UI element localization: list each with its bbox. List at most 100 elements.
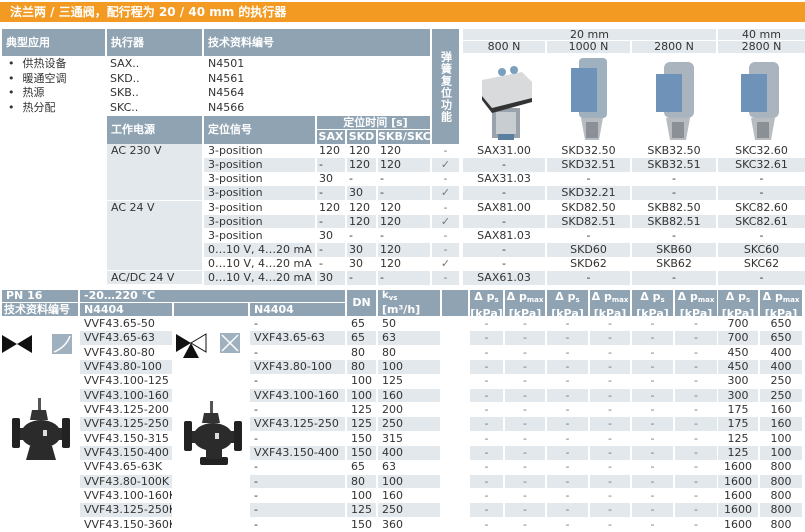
dp-unit: [kPa] bbox=[593, 307, 627, 316]
dp-cell: - bbox=[484, 431, 489, 445]
dn-cell: 100 bbox=[347, 388, 376, 403]
dp-cell: - bbox=[694, 488, 698, 502]
dp-cell: 1600 bbox=[724, 460, 752, 474]
model-skd-cell: - bbox=[547, 271, 630, 285]
time-sax-cell: 120 bbox=[319, 200, 340, 214]
model-skc-cell: SKC32.60 bbox=[735, 144, 788, 157]
dp-cell: - bbox=[650, 317, 655, 330]
dp-cell: - bbox=[565, 317, 570, 330]
dp-cell: - bbox=[650, 517, 655, 531]
dp-cell: - bbox=[650, 345, 655, 359]
dp-cell: - bbox=[590, 445, 630, 460]
dp-cell: - bbox=[675, 388, 717, 403]
time-sax-cell: - bbox=[319, 257, 323, 271]
header-dn: DN bbox=[347, 290, 376, 316]
vxf-model: - bbox=[254, 374, 258, 388]
application-item: 供热设备 bbox=[8, 57, 67, 72]
dp-cell: - bbox=[694, 517, 698, 531]
dp-unit: [kPa] bbox=[764, 307, 798, 316]
dp-cell: - bbox=[650, 488, 655, 502]
model-sax-cell: - bbox=[502, 257, 506, 271]
model-skb-cell: SKB32.51 bbox=[632, 158, 716, 172]
model-skb-cell: - bbox=[672, 228, 676, 242]
dp-cell: - bbox=[484, 374, 489, 388]
model-skd-cell: SKD62 bbox=[570, 257, 607, 271]
header-bottom-datasheet: 技术资料编号 bbox=[2, 303, 78, 316]
dp-cell: - bbox=[632, 359, 673, 374]
header-dp: Δ ps [kPa] bbox=[718, 290, 758, 316]
dp-cell: - bbox=[608, 517, 612, 531]
header-stroke-40: 40 mm bbox=[718, 29, 805, 40]
dp-cell: - bbox=[608, 488, 612, 502]
header-dp: Δ pmax [kPa] bbox=[505, 290, 545, 316]
vxf-model: - bbox=[250, 503, 345, 518]
dp-cell: - bbox=[650, 374, 655, 388]
actuator-type: SKB.. bbox=[110, 86, 139, 99]
dn-cell: 65 bbox=[351, 460, 365, 474]
signal-cell: 0…10 V, 4…20 mA bbox=[208, 257, 312, 271]
header-dp: Δ ps [kPa] bbox=[632, 290, 673, 316]
time-skd-cell: 120 bbox=[349, 144, 370, 157]
model-sax-cell: SAX61.03 bbox=[463, 271, 545, 285]
kvs-cell: 250 bbox=[378, 503, 440, 518]
application-item: 热分配 bbox=[8, 101, 67, 116]
time-sax-cell: - bbox=[317, 158, 345, 172]
dp-cell: - bbox=[547, 359, 588, 374]
dp-cell: 700 bbox=[718, 331, 758, 346]
dp-cell: 250 bbox=[760, 388, 802, 403]
actuator-doc: N4564 bbox=[208, 86, 245, 99]
dp-cell: - bbox=[470, 503, 503, 518]
model-skb-cell: SKB82.50 bbox=[647, 200, 701, 214]
kvs-cell: 160 bbox=[382, 488, 403, 502]
dp-cell: - bbox=[505, 445, 545, 460]
dn-cell: 100 bbox=[351, 488, 372, 502]
dp-unit: [kPa] bbox=[679, 307, 713, 316]
dp-symbol: Δ pmax bbox=[677, 290, 715, 304]
time-skd-cell: 30 bbox=[347, 186, 376, 201]
dp-cell: - bbox=[505, 474, 545, 489]
dp-symbol: Δ pmax bbox=[591, 290, 629, 304]
dp-cell: - bbox=[608, 460, 612, 474]
dp-cell: - bbox=[470, 388, 503, 403]
actuator-doc: N4501 bbox=[208, 57, 245, 70]
header-dp: Δ pmax [kPa] bbox=[675, 290, 717, 316]
dp-cell: - bbox=[675, 474, 717, 489]
vxf-model: - bbox=[254, 317, 258, 330]
actuator-skd-image bbox=[571, 58, 607, 140]
dp-cell: - bbox=[565, 431, 570, 445]
dp-cell: - bbox=[650, 460, 655, 474]
dp-cell: 1600 bbox=[724, 517, 752, 531]
spring-return-cell: - bbox=[443, 228, 448, 242]
dp-cell: 1600 bbox=[724, 488, 752, 502]
model-skd-cell: - bbox=[586, 228, 591, 242]
model-skc-cell: SKC60 bbox=[718, 243, 805, 257]
actuator-type: SAX.. bbox=[110, 57, 140, 70]
three-way-valve-image bbox=[184, 401, 242, 465]
header-dp: Δ pmax [kPa] bbox=[590, 290, 630, 316]
dp-cell: - bbox=[675, 417, 717, 432]
dp-cell: - bbox=[523, 345, 527, 359]
dp-cell: 175 bbox=[727, 402, 749, 416]
model-sax-cell: SAX31.03 bbox=[477, 172, 531, 186]
vvf-model: VVF43.100-160 bbox=[80, 388, 172, 403]
dp-cell: - bbox=[484, 317, 489, 330]
vxf-model: - bbox=[254, 517, 258, 531]
model-skc-cell: SKC32.61 bbox=[718, 158, 805, 172]
vxf-model: - bbox=[254, 431, 258, 445]
dp-cell: - bbox=[565, 517, 570, 531]
header-time-sax: SAX bbox=[317, 130, 345, 144]
vxf-model: VXF43.125-250 bbox=[250, 417, 345, 432]
dp-cell: - bbox=[694, 402, 698, 416]
time-sax-cell: - bbox=[317, 214, 345, 229]
dp-cell: - bbox=[632, 474, 673, 489]
dn-cell: 150 bbox=[347, 445, 376, 460]
dp-cell: - bbox=[547, 445, 588, 460]
dp-cell: - bbox=[590, 331, 630, 346]
header-spring-return: 弹簧复位功能 bbox=[432, 29, 459, 144]
dp-unit: [kPa] bbox=[636, 307, 669, 316]
kvs-cell: 80 bbox=[382, 345, 396, 359]
model-skb-cell: - bbox=[632, 186, 716, 201]
time-skbc-cell: - bbox=[380, 172, 384, 186]
vvf-model: VVF43.80-100 bbox=[80, 359, 172, 374]
dp-cell: - bbox=[470, 417, 503, 432]
